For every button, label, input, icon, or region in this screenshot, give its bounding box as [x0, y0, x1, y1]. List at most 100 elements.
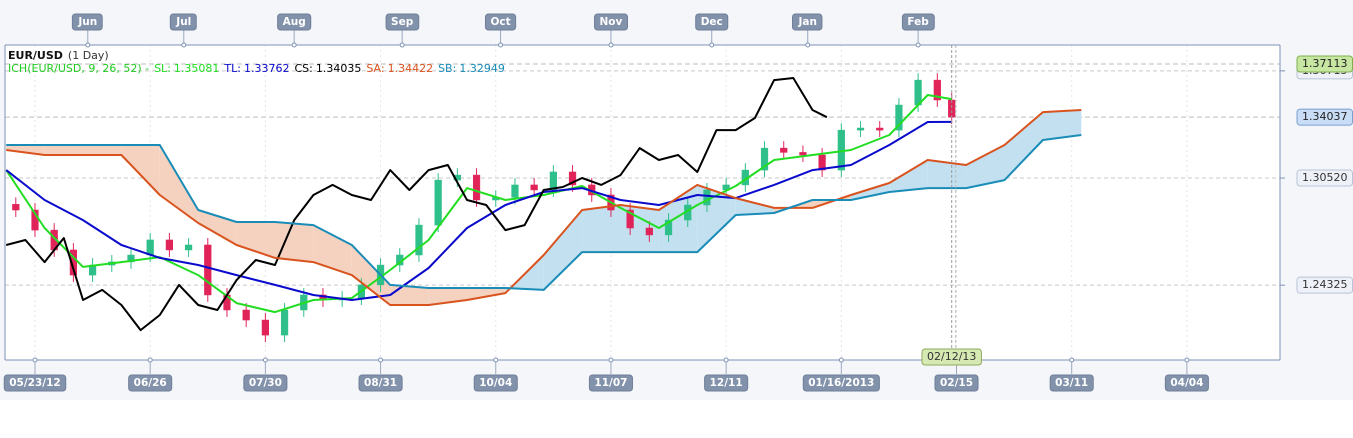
x-tick-label-group: 01/16/2013: [802, 374, 880, 392]
candle-body: [895, 104, 903, 131]
label-layer: 1.243251.305201.367151.371131.3403705/23…: [3, 13, 1353, 392]
candle-body: [69, 249, 78, 276]
legend-title: EUR/USD (1 Day): [8, 49, 109, 62]
month-tick-label-box: [791, 13, 823, 31]
x-tick-label-group: 06/26: [128, 374, 173, 392]
x-tick-label-box: [1049, 374, 1094, 392]
candle-body: [530, 184, 538, 191]
cloud-segment: [505, 255, 544, 294]
candle-body: [204, 244, 212, 296]
cloud-segment: [44, 145, 83, 155]
x-tick-label-box: [473, 374, 518, 392]
month-tick-label: Feb: [907, 16, 929, 28]
month-tick-dot: [915, 42, 921, 48]
legend-name: SB:: [438, 62, 456, 75]
x-tick-label: 01/16/2013: [808, 377, 874, 389]
month-tick-label: Sep: [391, 16, 414, 28]
indicator-line: [5, 120, 952, 301]
candle-body: [876, 127, 884, 131]
x-tick-label-box: [3, 374, 67, 392]
x-tick-label: 03/11: [1055, 377, 1088, 389]
x-tick-label-group: 11/07: [588, 374, 633, 392]
candle-body: [856, 127, 865, 131]
month-tick-label: Nov: [600, 16, 623, 28]
candle-body: [434, 179, 442, 226]
x-tick-dot: [147, 357, 153, 363]
grid-layer: [5, 45, 1280, 360]
x-tick-dot: [32, 357, 38, 363]
x-tick-dot: [838, 357, 844, 363]
legend-period: (1 Day): [68, 49, 109, 62]
indicator-line: [6, 134, 1082, 291]
x-tick-label-box: [128, 374, 173, 392]
x-tick-label: 10/04: [479, 377, 512, 389]
legend-name: SL:: [154, 62, 171, 75]
month-tick-label-box: [385, 13, 420, 31]
candle-body: [664, 219, 673, 236]
month-tick-label-box: [277, 13, 312, 31]
candle-body: [165, 239, 173, 251]
x-tick-label-box: [588, 374, 633, 392]
legend-value: 1.32949: [459, 62, 505, 75]
month-tick-dot: [291, 42, 297, 48]
month-tick-label-box: [71, 13, 103, 31]
x-tick-label: 08/31: [364, 377, 397, 389]
cloud-segment: [236, 222, 275, 258]
legend-value: 1.34035: [316, 62, 362, 75]
x-tick-label: 07/30: [249, 377, 282, 389]
month-tick-dot: [805, 42, 811, 48]
x-tick-label: 02/15: [940, 377, 973, 389]
month-tick-label: Jul: [175, 16, 191, 28]
cloud-segment: [735, 198, 775, 215]
month-tick-label-box: [169, 13, 197, 31]
legend-value: 1.35081: [174, 62, 220, 75]
cursor-label: 02/12/13: [927, 350, 976, 363]
month-tick-dot: [709, 42, 715, 48]
x-tick-label-group: 03/11: [1049, 374, 1094, 392]
month-tick-dot: [498, 42, 504, 48]
month-tick-label-box: [901, 13, 935, 31]
line-layer: [5, 77, 1082, 332]
month-tick-label-box: [594, 13, 629, 31]
cloud-segment: [313, 225, 352, 276]
cloud-segment: [966, 145, 1005, 189]
y-tick-label-group: 1.30520: [1296, 169, 1353, 187]
x-tick-label-box: [358, 374, 403, 392]
candle-body: [12, 204, 20, 211]
cloud-segment: [275, 222, 314, 263]
month-tick-label-group: Dec: [695, 13, 729, 31]
candle-body: [933, 79, 941, 101]
month-tick-label: Jan: [797, 16, 816, 28]
month-tick-dot: [181, 42, 187, 48]
cloud-segment: [390, 284, 429, 305]
month-tick-label-group: Nov: [594, 13, 629, 31]
candle-body: [261, 319, 269, 336]
candle-body: [780, 147, 788, 153]
x-tick-label: 04/04: [1170, 377, 1203, 389]
candle-body: [146, 239, 154, 256]
candle-body: [645, 227, 653, 236]
price-marker-label: 1.37113: [1302, 57, 1348, 70]
cloud-segment: [582, 205, 621, 253]
month-tick-label: Dec: [701, 16, 723, 28]
x-tick-label-box: [243, 374, 288, 392]
legend-name: CS:: [294, 62, 312, 75]
candle-body: [472, 174, 481, 201]
month-tick-label-group: Oct: [484, 13, 517, 31]
candle-body: [280, 309, 289, 336]
month-tick-label: Aug: [283, 16, 306, 28]
x-tick-label-box: [802, 374, 880, 392]
cloud-segment: [159, 145, 199, 223]
month-tick-label-group: Feb: [901, 13, 935, 31]
cloud-segment: [198, 210, 237, 245]
month-tick-dot: [608, 42, 614, 48]
y-tick-label-group: 1.24325: [1296, 276, 1353, 294]
y-tick-label: 1.30520: [1302, 171, 1348, 184]
cloud-segment: [6, 145, 45, 155]
x-tick-label: 12/11: [710, 377, 743, 389]
legend-name: TL:: [223, 62, 241, 75]
x-tick-label-group: 04/04: [1164, 374, 1209, 392]
x-tick-label-box: [1164, 374, 1209, 392]
candle-body: [415, 224, 423, 256]
